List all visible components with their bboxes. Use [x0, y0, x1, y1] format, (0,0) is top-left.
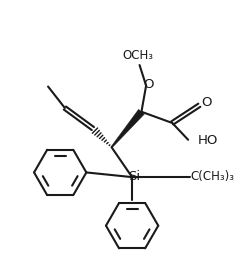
Polygon shape: [111, 109, 144, 148]
Text: OCH₃: OCH₃: [122, 49, 153, 62]
Text: Si: Si: [128, 170, 140, 183]
Text: HO: HO: [197, 134, 218, 147]
Text: O: O: [144, 78, 154, 91]
Text: O: O: [201, 96, 212, 109]
Text: C(CH₃)₃: C(CH₃)₃: [190, 170, 234, 183]
